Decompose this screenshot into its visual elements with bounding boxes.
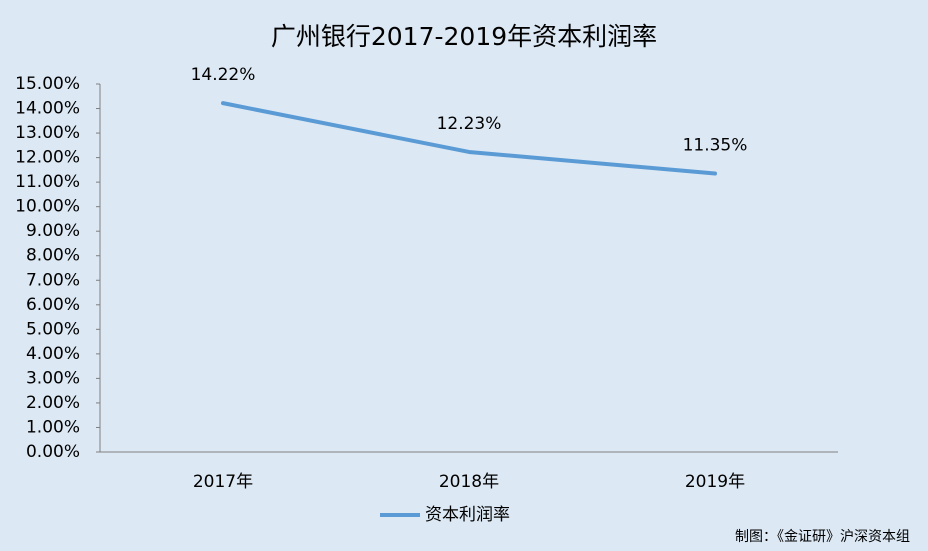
y-tick-label: 15.00%	[15, 74, 80, 94]
y-tick-label: 11.00%	[15, 172, 80, 192]
y-tick-label: 7.00%	[26, 270, 80, 290]
y-tick-label: 5.00%	[26, 319, 80, 339]
y-tick-label: 6.00%	[26, 295, 80, 315]
y-tick-label: 1.00%	[26, 417, 80, 437]
y-tick-label: 12.00%	[15, 148, 80, 168]
y-tick-label: 3.00%	[26, 368, 80, 388]
y-tick-label: 10.00%	[15, 197, 80, 217]
x-tick-label: 2019年	[685, 472, 745, 492]
legend-label: 资本利润率	[425, 505, 510, 525]
y-tick-label: 0.00%	[26, 442, 80, 462]
data-label: 12.23%	[437, 114, 502, 134]
y-tick-label: 13.00%	[15, 123, 80, 143]
y-tick-label: 4.00%	[26, 344, 80, 364]
x-tick-label: 2017年	[193, 472, 253, 492]
y-tick-label: 9.00%	[26, 221, 80, 241]
data-label: 14.22%	[191, 65, 256, 85]
chart-title: 广州银行2017-2019年资本利润率	[271, 22, 657, 51]
x-tick-label: 2018年	[439, 472, 499, 492]
y-tick-label: 8.00%	[26, 246, 80, 266]
line	[221, 101, 717, 176]
y-tick-label: 14.00%	[15, 99, 80, 119]
source-note: 制图：《金证研》沪深资本组	[735, 529, 910, 545]
data-label: 11.35%	[683, 136, 748, 156]
y-tick-label: 2.00%	[26, 393, 80, 413]
